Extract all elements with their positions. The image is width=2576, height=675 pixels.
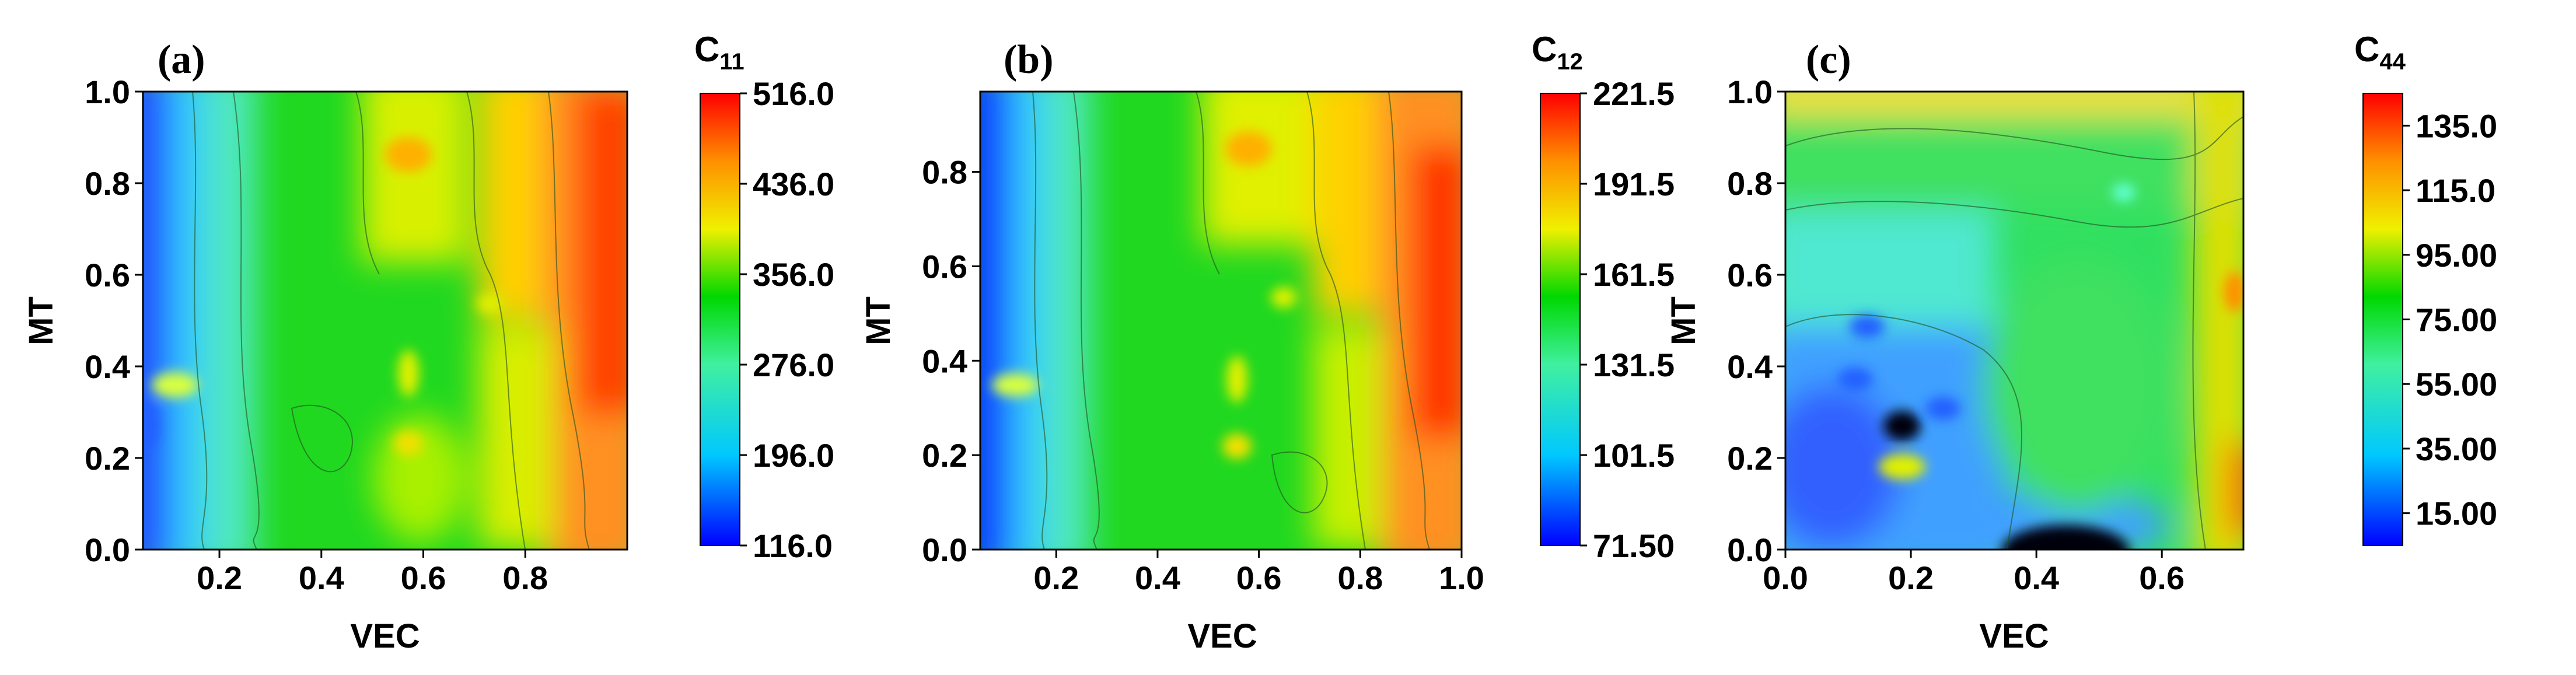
panel-a-ytick-label: 0.8 [85, 165, 130, 202]
panel-b-colorbar-tick-label: 131.5 [1593, 347, 1675, 383]
panel-a-colorbar-tick-label: 516.0 [753, 75, 834, 112]
panel-c-ylabel: MT [1665, 296, 1703, 345]
panel-b-colorbar-gradient [1540, 93, 1581, 546]
panel-a-ytick-label: 0.0 [85, 531, 130, 568]
panel-b-colorbar-tick-label: 161.5 [1593, 256, 1675, 293]
panel-a-colorbar-tick-label: 196.0 [753, 437, 834, 474]
panel-c: (c) 0.0 0.2 0.4 0.6 0.0 0.2 0.4 0.6 0.8 1.0 VEC M… [1665, 30, 2497, 655]
panel-b-xtick-label: 0.2 [1033, 559, 1079, 596]
panel-a-ytick-label: 0.4 [85, 348, 130, 385]
panel-c-colorbar-tick-label: 15.00 [2416, 495, 2497, 532]
panel-a-ylabel: MT [22, 296, 60, 345]
panel-a-xtick-label: 0.4 [299, 559, 344, 596]
panel-c-xlabel: VEC [1979, 617, 2049, 655]
panel-c-colorbar: C44 15.00 35.00 55.00 75.00 95.00 115.0 135.0 [2354, 30, 2497, 546]
panel-c-xtick-label: 0.6 [2139, 559, 2184, 596]
panel-c-colorbar-title: C44 [2354, 30, 2406, 75]
panel-a-xtick-label: 0.2 [197, 559, 242, 596]
panel-b-ytick-label: 0.6 [922, 248, 967, 285]
panel-b-colorbar: C12 71.50 101.5 131.5 161.5 191.5 221.5 [1532, 30, 1675, 564]
panel-c-heatmap [1785, 92, 2243, 550]
panel-b-ylabel: MT [859, 296, 897, 345]
panel-c-ytick-label: 0.4 [1727, 348, 1773, 385]
panel-a-colorbar-title: C11 [694, 30, 745, 75]
panel-b-colorbar-tick-label: 101.5 [1593, 437, 1675, 474]
panel-c-colorbar-tick-label: 75.00 [2416, 302, 2497, 338]
panel-b-ytick-label: 0.8 [922, 154, 967, 191]
panel-a-frame [142, 90, 628, 551]
panel-a-ytick-label: 0.6 [85, 257, 130, 293]
panel-a-xtick-label: 0.8 [502, 559, 548, 596]
panel-c-frame [1784, 90, 2245, 551]
panel-c-colorbar-tick-label: 35.00 [2416, 431, 2497, 467]
panel-a-ytick-label: 1.0 [85, 74, 130, 110]
panel-a: (a) 0.2 0.4 0.6 0.8 0.0 0.2 0.4 0.6 0.8 1.0 VEC M… [22, 30, 834, 655]
panel-b-xlabel: VEC [1187, 617, 1257, 655]
panel-c-colorbar-tick-label: 95.00 [2416, 237, 2497, 274]
panel-c-ytick-label: 1.0 [1727, 74, 1773, 110]
panel-c-label: (c) [1806, 37, 1851, 82]
panel-b-ytick-label: 0.4 [922, 342, 967, 379]
panel-c-xtick-label: 0.0 [1763, 559, 1808, 596]
panel-b-xtick-label: 1.0 [1439, 559, 1484, 596]
panel-a-xtick-label: 0.6 [401, 559, 446, 596]
panel-a-colorbar-tick-label: 116.0 [753, 527, 833, 564]
panel-b-xtick-label: 0.4 [1135, 559, 1180, 596]
panel-c-xtick-label: 0.2 [1888, 559, 1934, 596]
panel-a-colorbar-tick-label: 276.0 [753, 347, 834, 383]
panel-b-xtick-label: 0.8 [1337, 559, 1383, 596]
panel-a-colorbar-tick-label: 436.0 [753, 166, 834, 202]
panel-c-ytick-label: 0.8 [1727, 165, 1773, 202]
panel-c-colorbar-tick-label: 135.0 [2416, 107, 2497, 144]
panel-a-ticks: 0.2 0.4 0.6 0.8 0.0 0.2 0.4 0.6 0.8 1.0 [85, 74, 548, 596]
panel-a-colorbar-tick-label: 356.0 [753, 256, 834, 293]
panel-c-xtick-label: 0.4 [2014, 559, 2059, 596]
panel-b-heatmap [980, 92, 1462, 550]
panel-a-label: (a) [158, 37, 205, 82]
panel-a-colorbar-gradient [700, 93, 740, 546]
panel-c-colorbar-tick-label: 115.0 [2416, 172, 2495, 209]
panel-b: (b) 0.2 0.4 0.6 0.8 1.0 0.0 0.2 0.4 0.6 0.8 VEC M… [859, 30, 1675, 655]
panel-b-colorbar-tick-label: 221.5 [1593, 75, 1675, 112]
panel-b-colorbar-tick-label: 191.5 [1593, 166, 1675, 202]
panel-b-frame [979, 90, 1463, 551]
panel-c-colorbar-gradient [2362, 93, 2403, 546]
panel-b-ytick-label: 0.0 [922, 531, 967, 568]
panel-a-colorbar: C11 116.0 196.0 276.0 356.0 436.0 516.0 [694, 30, 834, 564]
panel-b-label: (b) [1004, 37, 1054, 82]
panel-b-ytick-label: 0.2 [922, 437, 967, 474]
panel-a-ytick-label: 0.2 [85, 440, 130, 477]
panel-c-ytick-label: 0.2 [1727, 440, 1773, 477]
panel-c-ytick-label: 0.0 [1727, 531, 1773, 568]
panel-c-ticks: 0.0 0.2 0.4 0.6 0.0 0.2 0.4 0.6 0.8 1.0 [1727, 74, 2184, 596]
panel-b-xtick-label: 0.6 [1236, 559, 1282, 596]
panel-b-colorbar-title: C12 [1532, 30, 1583, 75]
panel-b-colorbar-tick-label: 71.50 [1593, 527, 1675, 564]
panel-b-ticks: 0.2 0.4 0.6 0.8 1.0 0.0 0.2 0.4 0.6 0.8 [922, 154, 1484, 596]
panel-a-heatmap [143, 92, 627, 550]
panel-c-ytick-label: 0.6 [1727, 257, 1773, 293]
panel-c-colorbar-tick-label: 55.00 [2416, 366, 2497, 403]
panel-a-xlabel: VEC [350, 617, 420, 655]
